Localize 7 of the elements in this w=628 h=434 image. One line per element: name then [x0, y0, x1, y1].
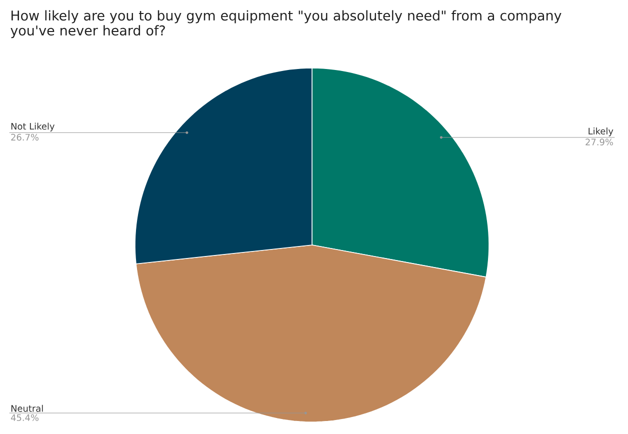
chart-title: How likely are you to buy gym equipment "you absolutely need" from a company you've never heard of? [10, 10, 562, 38]
data-label: 27.9% [586, 138, 613, 146]
slice-label: Likely [588, 128, 614, 136]
slice-label: Not Likely [11, 122, 55, 132]
slice-label: Neutral [11, 404, 43, 412]
data-label: 45.4% [10, 414, 39, 421]
data-label: 26.7% [11, 134, 39, 141]
